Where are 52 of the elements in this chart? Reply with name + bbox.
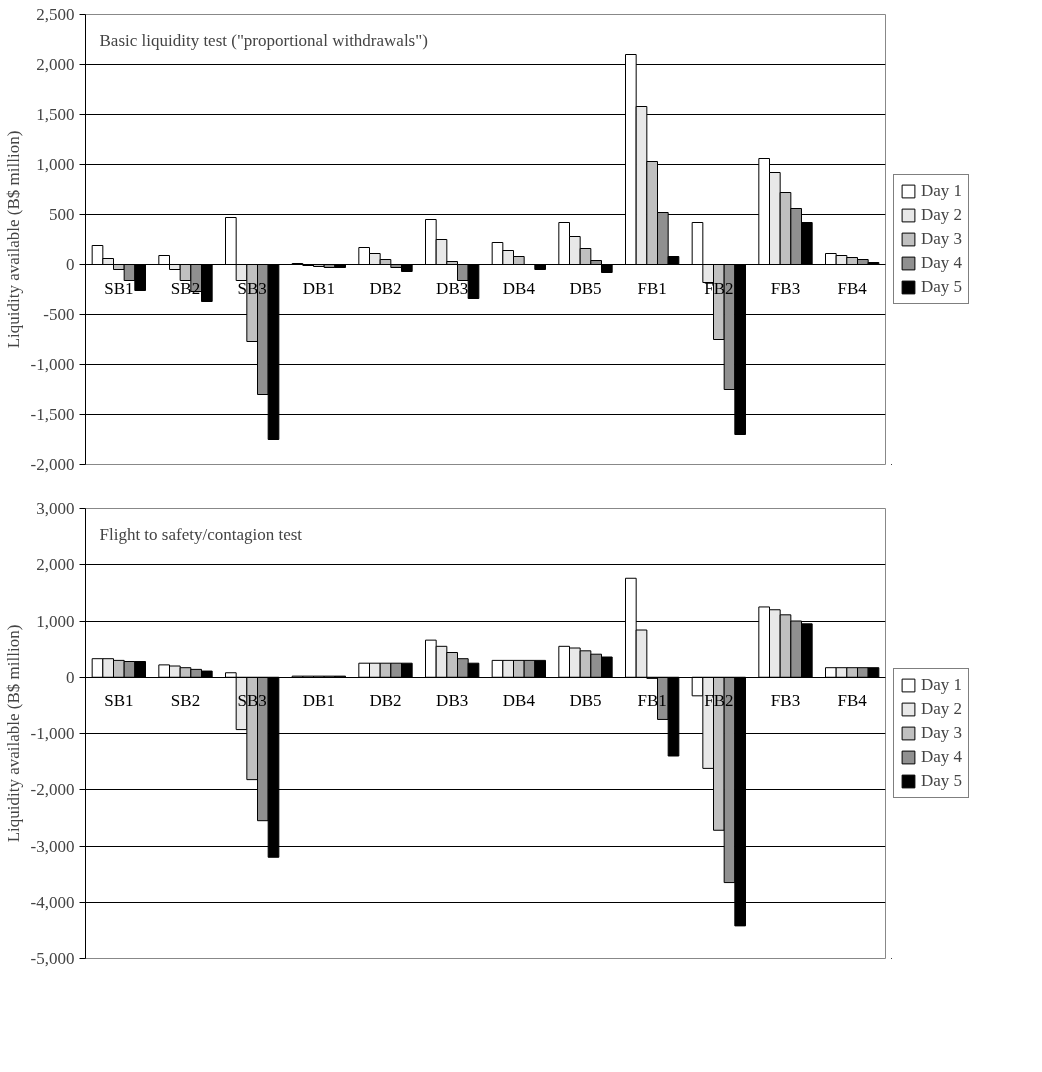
x-tick-label: SB1 <box>104 278 134 298</box>
y-tick-label: 1,000 <box>36 155 75 174</box>
legend-label: Day 4 <box>921 253 963 273</box>
x-tick-label: DB4 <box>502 691 536 711</box>
x-tick-label: FB3 <box>770 278 801 298</box>
text: Flight to safety/contagion test <box>99 524 303 544</box>
x-tick-label: DB3 <box>436 691 469 711</box>
x-tick-label: SB1 <box>104 691 134 711</box>
y-axis-title: Liquidity available (B$ million) <box>3 130 23 349</box>
y-tick-label: 1,500 <box>36 105 75 124</box>
legend-label: Day 1 <box>921 181 963 201</box>
y-tick-label: -5,000 <box>30 949 75 968</box>
x-tick-label: DB5 <box>569 278 602 298</box>
x-tick-label: DB4 <box>502 278 536 298</box>
y-tick-label: 0 <box>66 667 75 687</box>
y-tick-label: -1,500 <box>30 405 75 424</box>
x-tick-label: DB3 <box>436 278 469 298</box>
y-tick-label: -4,000 <box>30 892 75 912</box>
legend-label: Day 3 <box>921 723 963 743</box>
legend-label: Day 5 <box>921 277 963 297</box>
x-tick-label: FB4 <box>837 278 868 298</box>
x-tick-label: SB2 <box>170 278 201 298</box>
y-tick-label: 2,000 <box>36 555 75 575</box>
y-tick-label: -1,000 <box>30 724 75 743</box>
y-tick-label: -2,000 <box>30 780 75 800</box>
legend-label: Day 4 <box>921 747 963 767</box>
y-tick-label: 2,500 <box>36 5 75 24</box>
legend-label: Day 3 <box>921 229 963 249</box>
x-tick-label: SB2 <box>170 691 201 711</box>
text: Basic liquidity test ("proportional withdrawals") <box>99 30 428 50</box>
legend-label: Day 1 <box>921 675 963 695</box>
y-tick-label: 1,000 <box>36 611 75 631</box>
y-tick-label: -1,000 <box>30 355 75 374</box>
x-tick-label: DB1 <box>302 691 335 711</box>
x-tick-label: DB1 <box>302 278 335 298</box>
y-tick-label: 2,000 <box>36 55 75 74</box>
legend-label: Day 2 <box>921 205 963 225</box>
x-tick-label: DB2 <box>369 691 402 711</box>
x-tick-label: FB1 <box>637 278 667 298</box>
x-tick-label: FB3 <box>770 691 801 711</box>
x-tick-label: FB4 <box>837 691 868 711</box>
x-tick-label: DB5 <box>569 691 602 711</box>
y-tick-label: -3,000 <box>30 836 75 856</box>
y-axis-title: Liquidity available (B$ million) <box>3 624 23 843</box>
legend-label: Day 5 <box>921 771 963 791</box>
y-tick-label: 0 <box>66 255 75 274</box>
y-tick-label: 3,000 <box>36 499 75 518</box>
x-tick-label: DB2 <box>369 278 402 298</box>
y-tick-label: -2,000 <box>30 455 75 474</box>
y-tick-label: -500 <box>43 305 75 324</box>
legend-label: Day 2 <box>921 699 963 719</box>
y-tick-label: 500 <box>49 205 75 224</box>
